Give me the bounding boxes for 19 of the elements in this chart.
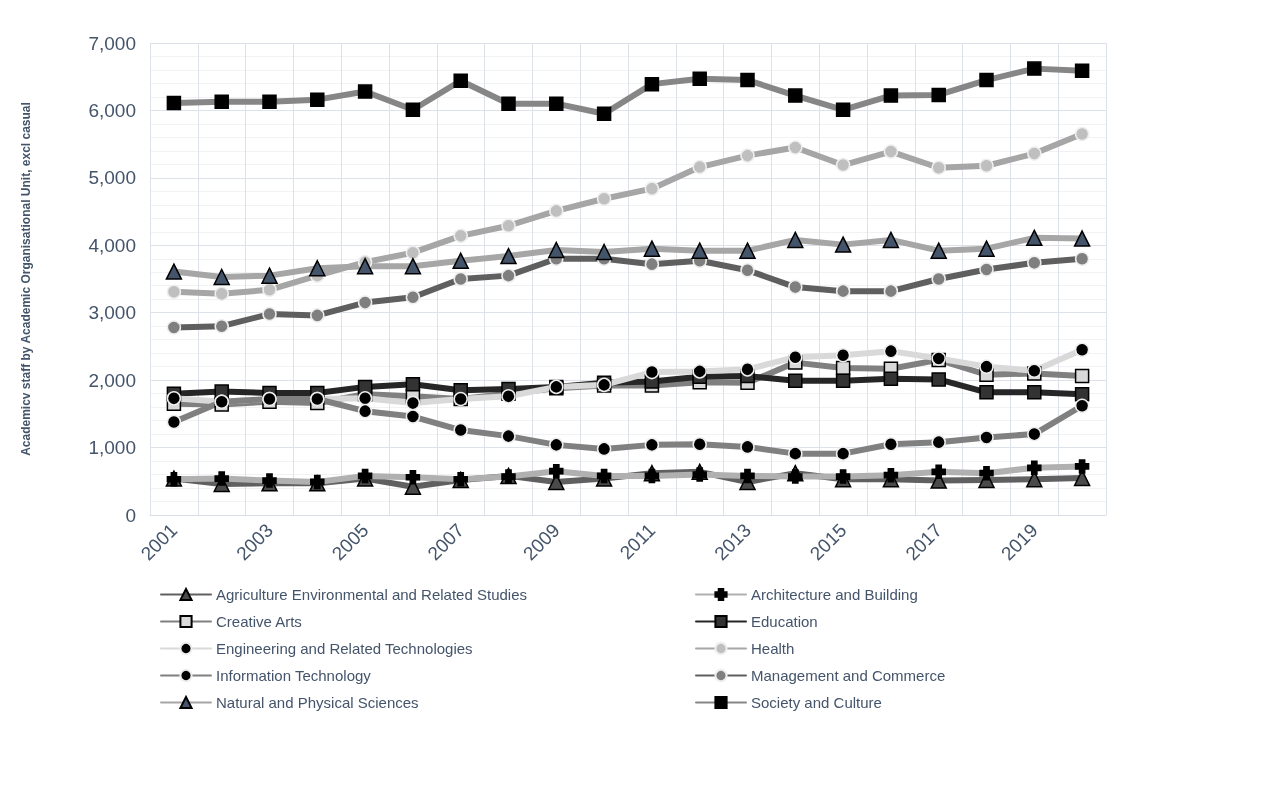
legend-label: Natural and Physical Sciences [216,694,419,711]
y-tick-label: 4,000 [88,234,136,256]
legend-label: Management and Commerce [751,667,946,684]
y-tick-label: 7,000 [88,32,136,54]
y-tick-label: 3,000 [88,302,136,324]
y-tick-label: 2,000 [88,369,136,391]
y-tick-label: 5,000 [88,167,136,189]
y-tick-label: 6,000 [88,99,136,121]
y-tick-label: 0 [125,504,136,526]
legend-label: Education [751,613,818,630]
legend-label: Society and Culture [751,694,882,711]
legend-label: Health [751,640,795,657]
legend-label: Engineering and Related Technologies [216,640,473,657]
legend-label: Information Technology [216,667,372,684]
y-axis-title: Academicv staff by Academic Organisational Unit, excl casual [19,102,33,456]
legend-label: Agriculture Environmental and Related Studies [216,586,528,603]
legend-label: Architecture and Building [751,586,918,603]
legend-label: Creative Arts [216,613,302,630]
y-tick-label: 1,000 [88,437,136,459]
